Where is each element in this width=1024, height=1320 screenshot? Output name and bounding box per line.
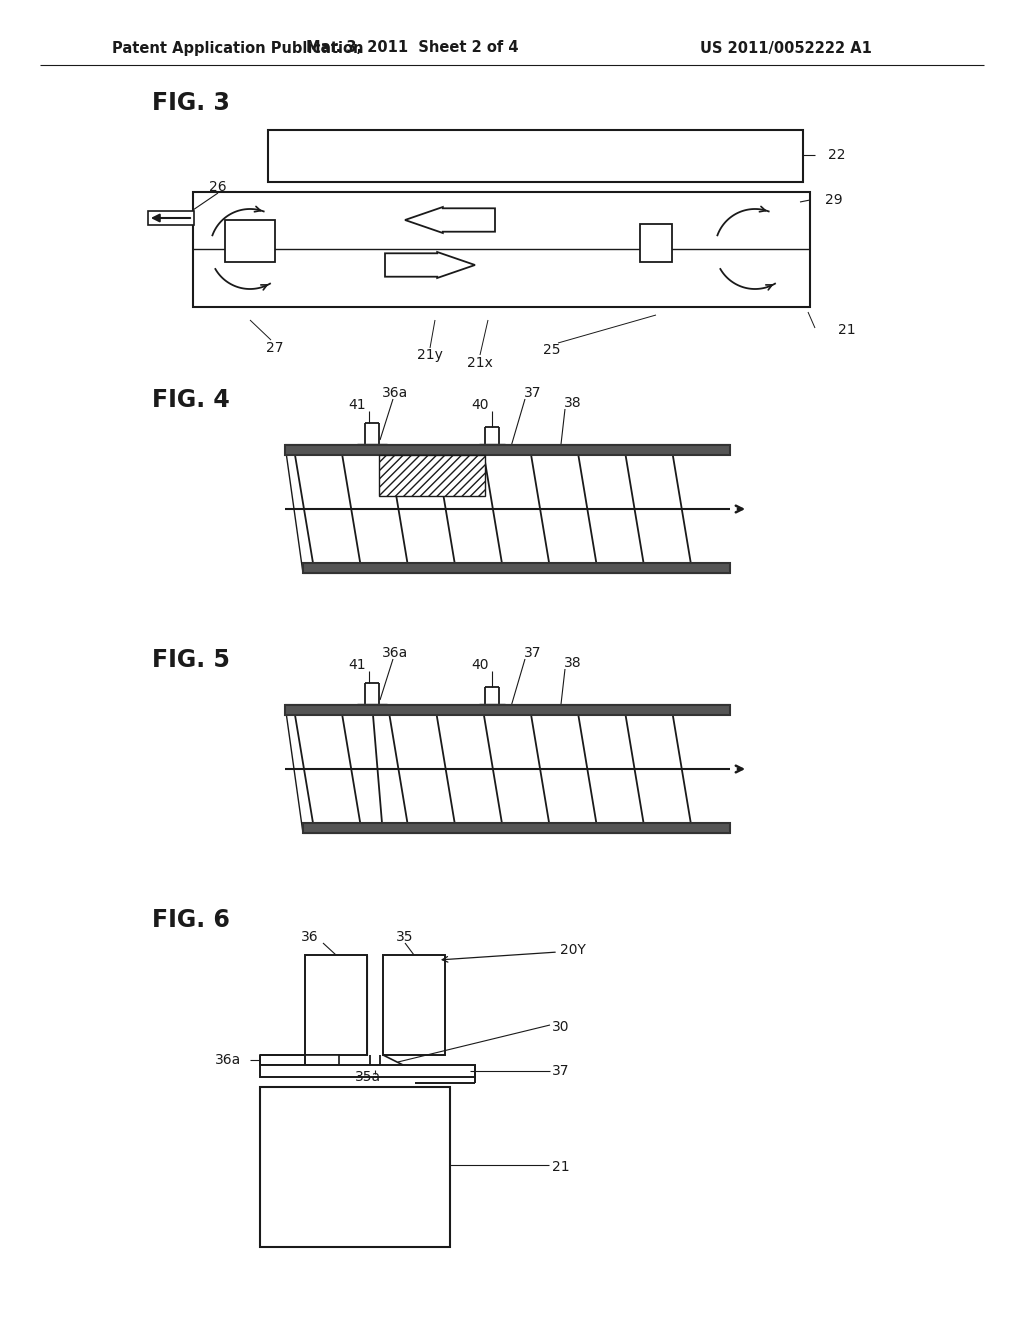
Bar xyxy=(303,564,730,573)
Bar xyxy=(383,954,445,1055)
Bar xyxy=(260,1055,339,1065)
Bar xyxy=(260,1086,450,1247)
Polygon shape xyxy=(385,252,475,279)
Bar xyxy=(260,1065,475,1077)
Text: 26: 26 xyxy=(209,180,226,194)
Text: FIG. 6: FIG. 6 xyxy=(152,908,229,932)
Bar xyxy=(268,129,803,182)
Text: FIG. 3: FIG. 3 xyxy=(152,91,229,115)
Text: 41: 41 xyxy=(348,399,366,412)
Text: 35: 35 xyxy=(396,931,414,944)
Text: FIG. 5: FIG. 5 xyxy=(152,648,229,672)
Text: 40: 40 xyxy=(471,657,488,672)
Text: 25: 25 xyxy=(544,343,561,356)
Text: 27: 27 xyxy=(266,341,284,355)
Text: 36a: 36a xyxy=(215,1053,242,1067)
Bar xyxy=(285,705,730,715)
Bar xyxy=(285,445,730,455)
Text: 37: 37 xyxy=(524,645,542,660)
Bar xyxy=(379,455,485,496)
Text: 20Y: 20Y xyxy=(560,942,586,957)
Text: 37: 37 xyxy=(524,385,542,400)
Text: 30: 30 xyxy=(552,1020,569,1034)
Text: 21x: 21x xyxy=(467,356,493,370)
Text: 38: 38 xyxy=(564,656,582,671)
Text: 38: 38 xyxy=(564,396,582,411)
Text: 41: 41 xyxy=(348,657,366,672)
Text: US 2011/0052222 A1: US 2011/0052222 A1 xyxy=(700,41,871,55)
Text: 36a: 36a xyxy=(382,645,409,660)
Bar xyxy=(303,822,730,833)
Text: 40: 40 xyxy=(471,399,488,412)
Text: 21: 21 xyxy=(552,1160,569,1173)
Text: 21: 21 xyxy=(838,323,856,337)
Text: 35a: 35a xyxy=(355,1071,381,1084)
Bar xyxy=(640,224,672,261)
Text: 29: 29 xyxy=(825,193,843,207)
Text: 21y: 21y xyxy=(417,348,443,362)
Text: 36a: 36a xyxy=(382,385,409,400)
Polygon shape xyxy=(406,207,495,234)
Text: 36: 36 xyxy=(301,931,318,944)
Text: Mar. 3, 2011  Sheet 2 of 4: Mar. 3, 2011 Sheet 2 of 4 xyxy=(306,41,518,55)
Bar xyxy=(305,954,367,1055)
Bar xyxy=(225,220,275,261)
Bar xyxy=(148,211,194,224)
Text: 22: 22 xyxy=(828,148,846,162)
Text: 37: 37 xyxy=(552,1064,569,1078)
Text: FIG. 4: FIG. 4 xyxy=(152,388,229,412)
Text: Patent Application Publication: Patent Application Publication xyxy=(112,41,364,55)
Bar xyxy=(193,191,810,308)
